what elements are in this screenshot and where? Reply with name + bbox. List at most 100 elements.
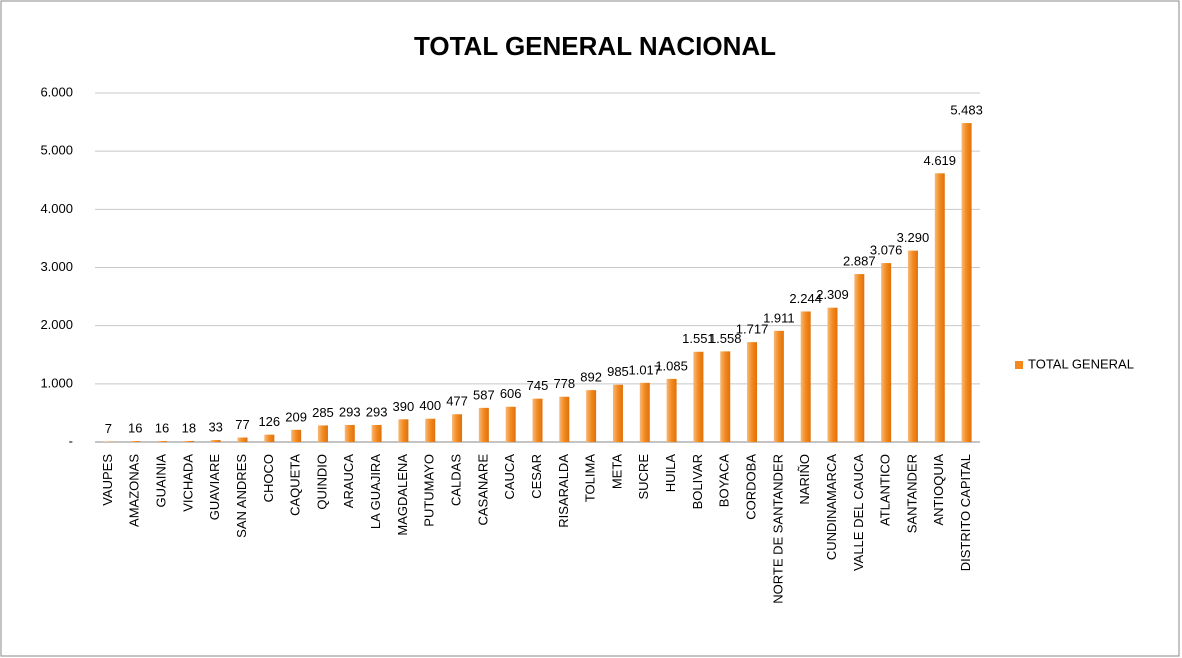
bar — [398, 419, 409, 442]
value-label: 1.558 — [709, 331, 742, 346]
value-label: 400 — [419, 398, 441, 413]
x-tick-label: CASANARE — [475, 454, 490, 526]
x-tick-label: VICHADA — [180, 454, 195, 512]
value-label: 1.017 — [628, 362, 661, 377]
bar — [881, 263, 892, 442]
x-tick-label: DISTRITO CAPITAL — [958, 454, 973, 571]
bar — [854, 274, 865, 442]
bar — [934, 173, 945, 442]
bar — [773, 330, 784, 442]
bar — [747, 342, 758, 442]
value-label: 7 — [105, 421, 112, 436]
value-label: 33 — [208, 420, 222, 435]
x-tick-label: SANTANDER — [904, 454, 919, 533]
x-tick-label: AMAZONAS — [127, 454, 142, 527]
value-label: 606 — [500, 386, 522, 401]
value-label: 2.309 — [816, 287, 849, 302]
bar — [907, 250, 918, 442]
y-tick-label: 6.000 — [40, 84, 73, 99]
value-label: 477 — [446, 394, 468, 409]
bar — [693, 351, 704, 442]
value-label: 2.244 — [789, 291, 822, 306]
chart-title: TOTAL GENERAL NACIONAL — [414, 31, 776, 61]
value-label: 745 — [527, 378, 549, 393]
x-tick-label: HUILA — [663, 454, 678, 493]
value-label: 285 — [312, 405, 334, 420]
y-tick-label: 4.000 — [40, 201, 73, 216]
x-tick-label: META — [609, 454, 624, 489]
bar — [130, 441, 141, 442]
legend-label: TOTAL GENERAL — [1028, 356, 1134, 371]
value-label: 3.290 — [897, 230, 930, 245]
x-tick-label: LA GUAJIRA — [368, 454, 383, 529]
bar — [720, 351, 731, 442]
bar — [344, 424, 355, 442]
value-label: 1.551 — [682, 331, 715, 346]
bar — [452, 414, 463, 442]
bar — [317, 425, 328, 442]
value-label: 1.085 — [655, 358, 688, 373]
value-label: 209 — [285, 409, 307, 424]
value-label: 16 — [128, 421, 142, 436]
bar — [800, 311, 811, 442]
x-tick-label: BOLIVAR — [690, 454, 705, 509]
bar — [210, 440, 221, 442]
bar — [827, 307, 838, 442]
x-tick-label: CESAR — [529, 454, 544, 499]
bar — [157, 441, 168, 442]
value-label: 293 — [366, 404, 388, 419]
value-label: 985 — [607, 364, 629, 379]
bar — [371, 424, 382, 442]
x-tick-label: CAQUETA — [288, 454, 303, 516]
bar — [961, 123, 972, 442]
value-label: 126 — [258, 414, 280, 429]
bar — [478, 407, 489, 442]
value-label: 4.619 — [923, 153, 956, 168]
bar — [291, 429, 302, 442]
x-tick-label: QUINDIO — [314, 454, 329, 510]
x-tick-label: CHOCO — [261, 454, 276, 502]
value-label: 892 — [580, 370, 602, 385]
x-tick-label: VALLE DEL CAUCA — [851, 454, 866, 571]
x-tick-label: GUAVIARE — [207, 454, 222, 521]
value-label: 778 — [553, 376, 575, 391]
y-tick-label: 3.000 — [40, 259, 73, 274]
x-tick-label: SUCRE — [636, 454, 651, 500]
x-tick-label: NORTE DE SANTANDER — [770, 454, 785, 604]
y-tick-label: - — [69, 433, 73, 448]
bar — [183, 440, 194, 442]
legend-swatch — [1015, 361, 1023, 369]
x-tick-label: TOLIMA — [583, 454, 598, 502]
value-label: 77 — [235, 417, 249, 432]
value-label: 293 — [339, 404, 361, 419]
value-label: 587 — [473, 387, 495, 402]
value-label: 2.887 — [843, 254, 876, 269]
x-tick-label: NARIÑO — [797, 454, 812, 505]
bar — [586, 390, 597, 442]
x-tick-label: SAN ANDRES — [234, 454, 249, 538]
x-tick-label: CAUCA — [502, 454, 517, 500]
x-tick-label: GUAINIA — [153, 454, 168, 508]
x-tick-label: CORDOBA — [743, 454, 758, 520]
bar — [425, 418, 436, 442]
value-label: 5.483 — [950, 103, 983, 118]
bar — [505, 406, 516, 442]
x-tick-label: ARAUCA — [341, 454, 356, 509]
value-label: 390 — [393, 399, 415, 414]
bar — [666, 378, 677, 442]
value-label: 3.076 — [870, 243, 903, 258]
x-tick-label: CALDAS — [448, 454, 463, 506]
value-label: 1.911 — [763, 310, 795, 325]
x-tick-label: CUNDINAMARCA — [824, 454, 839, 561]
x-tick-label: RISARALDA — [556, 454, 571, 528]
bar — [264, 434, 275, 442]
x-tick-label: MAGDALENA — [395, 454, 410, 536]
y-tick-label: 2.000 — [40, 317, 73, 332]
x-tick-label: PUTUMAYO — [422, 454, 437, 527]
x-tick-label: BOYACA — [717, 454, 732, 508]
bar — [237, 437, 248, 442]
x-tick-label: ANTIOQUIA — [931, 454, 946, 526]
y-tick-label: 5.000 — [40, 143, 73, 158]
